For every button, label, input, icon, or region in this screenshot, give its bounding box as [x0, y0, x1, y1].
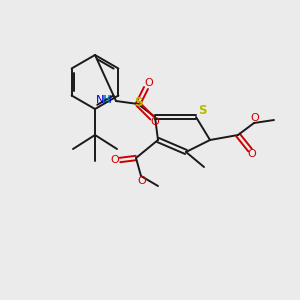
- Text: O: O: [111, 155, 119, 165]
- Text: S: S: [198, 103, 206, 116]
- Text: O: O: [250, 113, 260, 123]
- Text: S: S: [134, 97, 142, 110]
- Text: O: O: [138, 176, 146, 186]
- Text: O: O: [248, 149, 256, 159]
- Text: NH: NH: [96, 95, 113, 105]
- Text: O: O: [151, 117, 159, 127]
- Text: O: O: [145, 78, 153, 88]
- Text: H: H: [102, 95, 110, 105]
